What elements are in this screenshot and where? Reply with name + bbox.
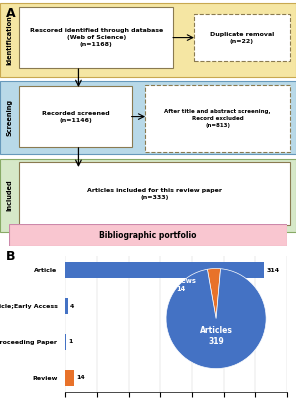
Text: Rescored identified through database
(Web of Science)
(n=1168): Rescored identified through database (We… bbox=[30, 28, 163, 47]
Text: Duplicate removal
(n=22): Duplicate removal (n=22) bbox=[210, 32, 274, 44]
Text: Included: Included bbox=[7, 180, 12, 211]
Bar bbox=[65, 298, 68, 314]
Text: B: B bbox=[6, 250, 15, 263]
FancyBboxPatch shape bbox=[19, 7, 173, 68]
Bar bbox=[0, 4, 296, 76]
Text: Recorded screened
(n=1146): Recorded screened (n=1146) bbox=[42, 110, 109, 122]
Text: A: A bbox=[6, 7, 16, 20]
Bar bbox=[0, 159, 296, 232]
Text: 1: 1 bbox=[68, 340, 73, 344]
Text: Screening: Screening bbox=[7, 99, 12, 136]
Text: Bibliographic portfolio: Bibliographic portfolio bbox=[99, 230, 197, 240]
Bar bbox=[65, 262, 264, 278]
FancyBboxPatch shape bbox=[19, 86, 132, 147]
Text: After title and abstract screening,
Record excluded
(n=813): After title and abstract screening, Reco… bbox=[164, 109, 271, 128]
Bar bbox=[0, 81, 296, 154]
Text: Identification: Identification bbox=[7, 15, 12, 65]
Text: 314: 314 bbox=[267, 268, 280, 273]
FancyBboxPatch shape bbox=[194, 14, 290, 62]
Bar bbox=[65, 370, 74, 386]
Text: 4: 4 bbox=[70, 304, 75, 308]
Bar bbox=[65, 334, 66, 350]
FancyBboxPatch shape bbox=[145, 85, 290, 152]
Text: 14: 14 bbox=[77, 375, 85, 380]
Text: Articles included for this review paper
(n=333): Articles included for this review paper … bbox=[87, 188, 222, 200]
FancyBboxPatch shape bbox=[19, 162, 290, 225]
